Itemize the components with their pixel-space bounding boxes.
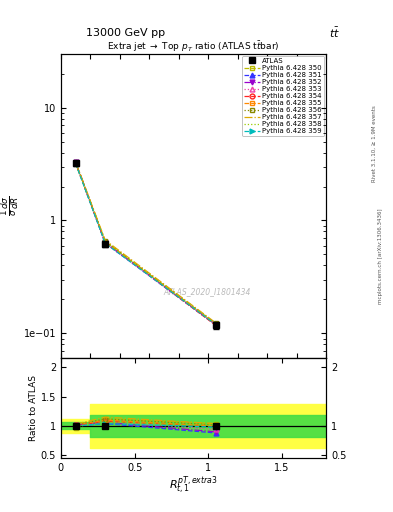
Text: mcplots.cern.ch [arXiv:1306.3436]: mcplots.cern.ch [arXiv:1306.3436] xyxy=(378,208,383,304)
Title: Extra jet $\rightarrow$ Top $p_T$ ratio (ATLAS t$\bar{t}$bar): Extra jet $\rightarrow$ Top $p_T$ ratio … xyxy=(107,39,280,54)
Text: ATLAS_2020_I1801434: ATLAS_2020_I1801434 xyxy=(163,287,250,296)
Legend: ATLAS, Pythia 6.428 350, Pythia 6.428 351, Pythia 6.428 352, Pythia 6.428 353, P: ATLAS, Pythia 6.428 350, Pythia 6.428 35… xyxy=(242,56,324,136)
Text: Rivet 3.1.10, ≥ 1.9M events: Rivet 3.1.10, ≥ 1.9M events xyxy=(372,105,376,182)
Text: 13000 GeV pp: 13000 GeV pp xyxy=(86,28,165,38)
X-axis label: $R_{t,1}^{pT,extra3}$: $R_{t,1}^{pT,extra3}$ xyxy=(169,475,218,497)
Y-axis label: $\frac{1}{\sigma}\frac{d\sigma}{dR}$: $\frac{1}{\sigma}\frac{d\sigma}{dR}$ xyxy=(0,196,21,217)
Y-axis label: Ratio to ATLAS: Ratio to ATLAS xyxy=(29,375,38,441)
Text: $t\bar{t}$: $t\bar{t}$ xyxy=(329,26,340,40)
